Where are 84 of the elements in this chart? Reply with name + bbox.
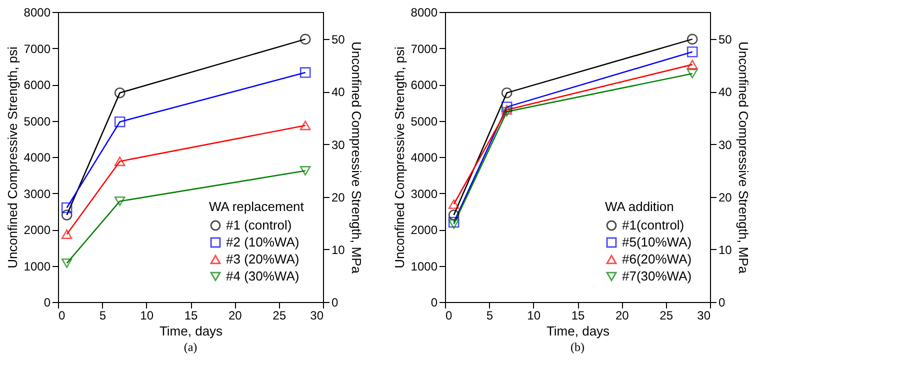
point xyxy=(114,116,126,128)
x-tick-label: 10 xyxy=(140,308,154,322)
y-tick-label: 8000 xyxy=(410,6,438,20)
point xyxy=(686,34,698,45)
y-tick-label: 5000 xyxy=(24,114,51,128)
y2-tick-label: 50 xyxy=(332,32,346,47)
y-tick-label: 4000 xyxy=(24,150,51,164)
legend-title: WA replacement xyxy=(209,199,304,214)
x-axis-title: Time, days xyxy=(546,324,610,338)
point xyxy=(448,210,460,220)
y2-tick-label: 0 xyxy=(718,296,726,310)
y2-axis-title: Unconfined Compressive Strength, MPa xyxy=(348,42,364,274)
x-tick-label: 5 xyxy=(486,308,494,322)
x-tick-label: 30 xyxy=(697,308,711,322)
point xyxy=(501,102,512,112)
point xyxy=(300,34,311,45)
y-tick-label: 2000 xyxy=(24,223,51,237)
x-tick-label: 30 xyxy=(310,308,324,322)
y-tick-label: 3000 xyxy=(410,186,438,201)
legend-label: #4 (30%WA) xyxy=(226,268,300,284)
y-tick-label: 1000 xyxy=(24,259,51,274)
y-tick-label: 5000 xyxy=(410,114,438,128)
y-tick-label: 7000 xyxy=(410,42,438,56)
x-tick-label: 5 xyxy=(99,308,106,322)
y-tick-label: 8000 xyxy=(24,6,51,20)
point xyxy=(61,202,72,214)
point xyxy=(300,120,311,130)
y2-tick-label: 20 xyxy=(718,190,732,204)
x-tick-label: 15 xyxy=(184,308,198,322)
text: (b) xyxy=(570,340,584,354)
legend-label: #1(control) xyxy=(622,218,684,232)
x-tick-label: 15 xyxy=(571,308,585,322)
y-tick-label: 1000 xyxy=(410,259,438,274)
y2-tick-label: 0 xyxy=(332,296,338,310)
x-axis-title: Time, days xyxy=(159,324,224,338)
x-tick-label: 0 xyxy=(446,308,452,322)
point xyxy=(61,229,72,239)
y2-tick-label: 10 xyxy=(332,242,346,257)
point xyxy=(61,258,72,268)
y2-tick-label: 10 xyxy=(718,242,732,257)
y-tick-label: 6000 xyxy=(24,78,51,92)
y-axis-title: Unconfined Compressive Strength, psi xyxy=(4,46,20,268)
point xyxy=(448,199,460,209)
point xyxy=(300,67,311,78)
point xyxy=(114,87,126,98)
y2-tick-label: 40 xyxy=(332,85,346,100)
legend-label: #2 (10%WA) xyxy=(226,234,300,250)
point xyxy=(114,156,126,166)
x-tick-label: 25 xyxy=(660,308,674,322)
x-tick-label: 10 xyxy=(527,308,541,322)
point xyxy=(61,210,72,220)
y-axis-title: Unconfined Compressive Strength, psi xyxy=(392,46,407,268)
x-tick-label: 25 xyxy=(272,308,286,322)
legend-title: WA addition xyxy=(605,199,674,214)
y-tick-label: 6000 xyxy=(410,78,438,92)
legend-label: #6(20%WA) xyxy=(622,252,692,266)
point xyxy=(501,87,512,98)
x-tick-label: 20 xyxy=(615,308,630,322)
y-tick-label: 3000 xyxy=(24,186,51,201)
point xyxy=(300,166,311,176)
y-tick-label: 2000 xyxy=(410,223,438,237)
point xyxy=(114,196,126,206)
point xyxy=(686,68,698,78)
x-tick-label: 20 xyxy=(228,308,242,322)
y2-tick-label: 50 xyxy=(718,32,732,47)
y2-tick-label: 20 xyxy=(332,190,346,204)
y2-tick-label: 30 xyxy=(332,138,346,152)
legend-label: #7(30%WA) xyxy=(622,268,692,284)
y2-axis-title: Unconfined Compressive Strength, MPa xyxy=(736,42,751,274)
legend-label: #3 (20%WA) xyxy=(226,252,300,266)
legend-label: #1 (control) xyxy=(226,218,292,232)
y2-tick-label: 30 xyxy=(718,138,732,152)
y2-tick-label: 40 xyxy=(718,85,732,100)
point xyxy=(686,60,698,70)
point xyxy=(448,219,460,229)
y-tick-label: 7000 xyxy=(24,42,51,56)
text: (a) xyxy=(184,340,198,354)
legend-label: #5(10%WA) xyxy=(622,234,692,250)
y-tick-label: 4000 xyxy=(410,150,438,164)
y-tick-label: 0 xyxy=(430,296,438,310)
point xyxy=(686,46,698,58)
point xyxy=(448,216,460,228)
y-tick-label: 0 xyxy=(44,296,51,310)
x-tick-label: 0 xyxy=(58,308,66,322)
